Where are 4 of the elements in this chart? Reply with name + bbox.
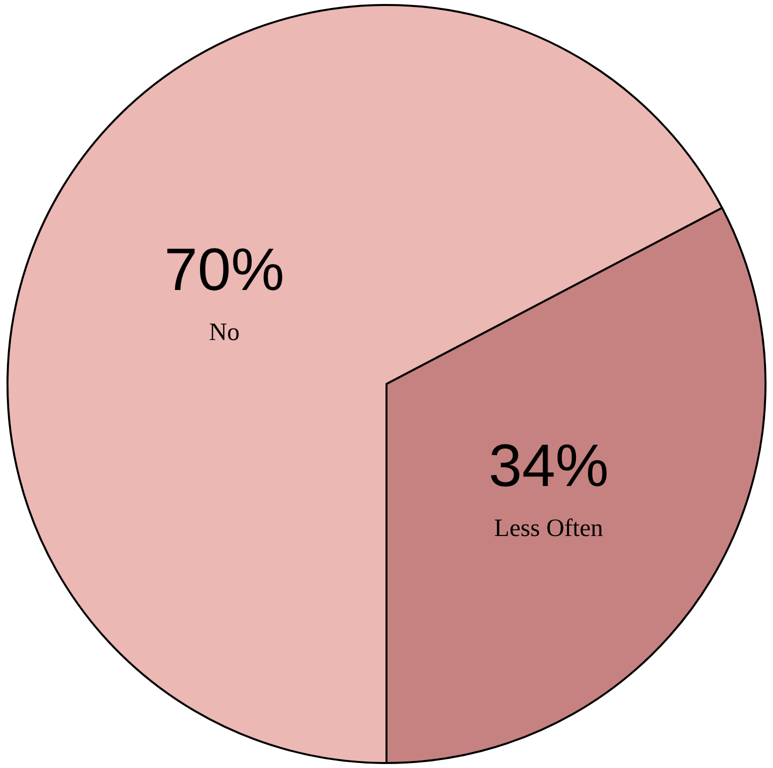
data-label: 34% bbox=[488, 432, 609, 500]
slice-label: No bbox=[209, 318, 240, 346]
data-label: 70% bbox=[164, 236, 284, 303]
slice-label: Less Often bbox=[494, 515, 604, 542]
